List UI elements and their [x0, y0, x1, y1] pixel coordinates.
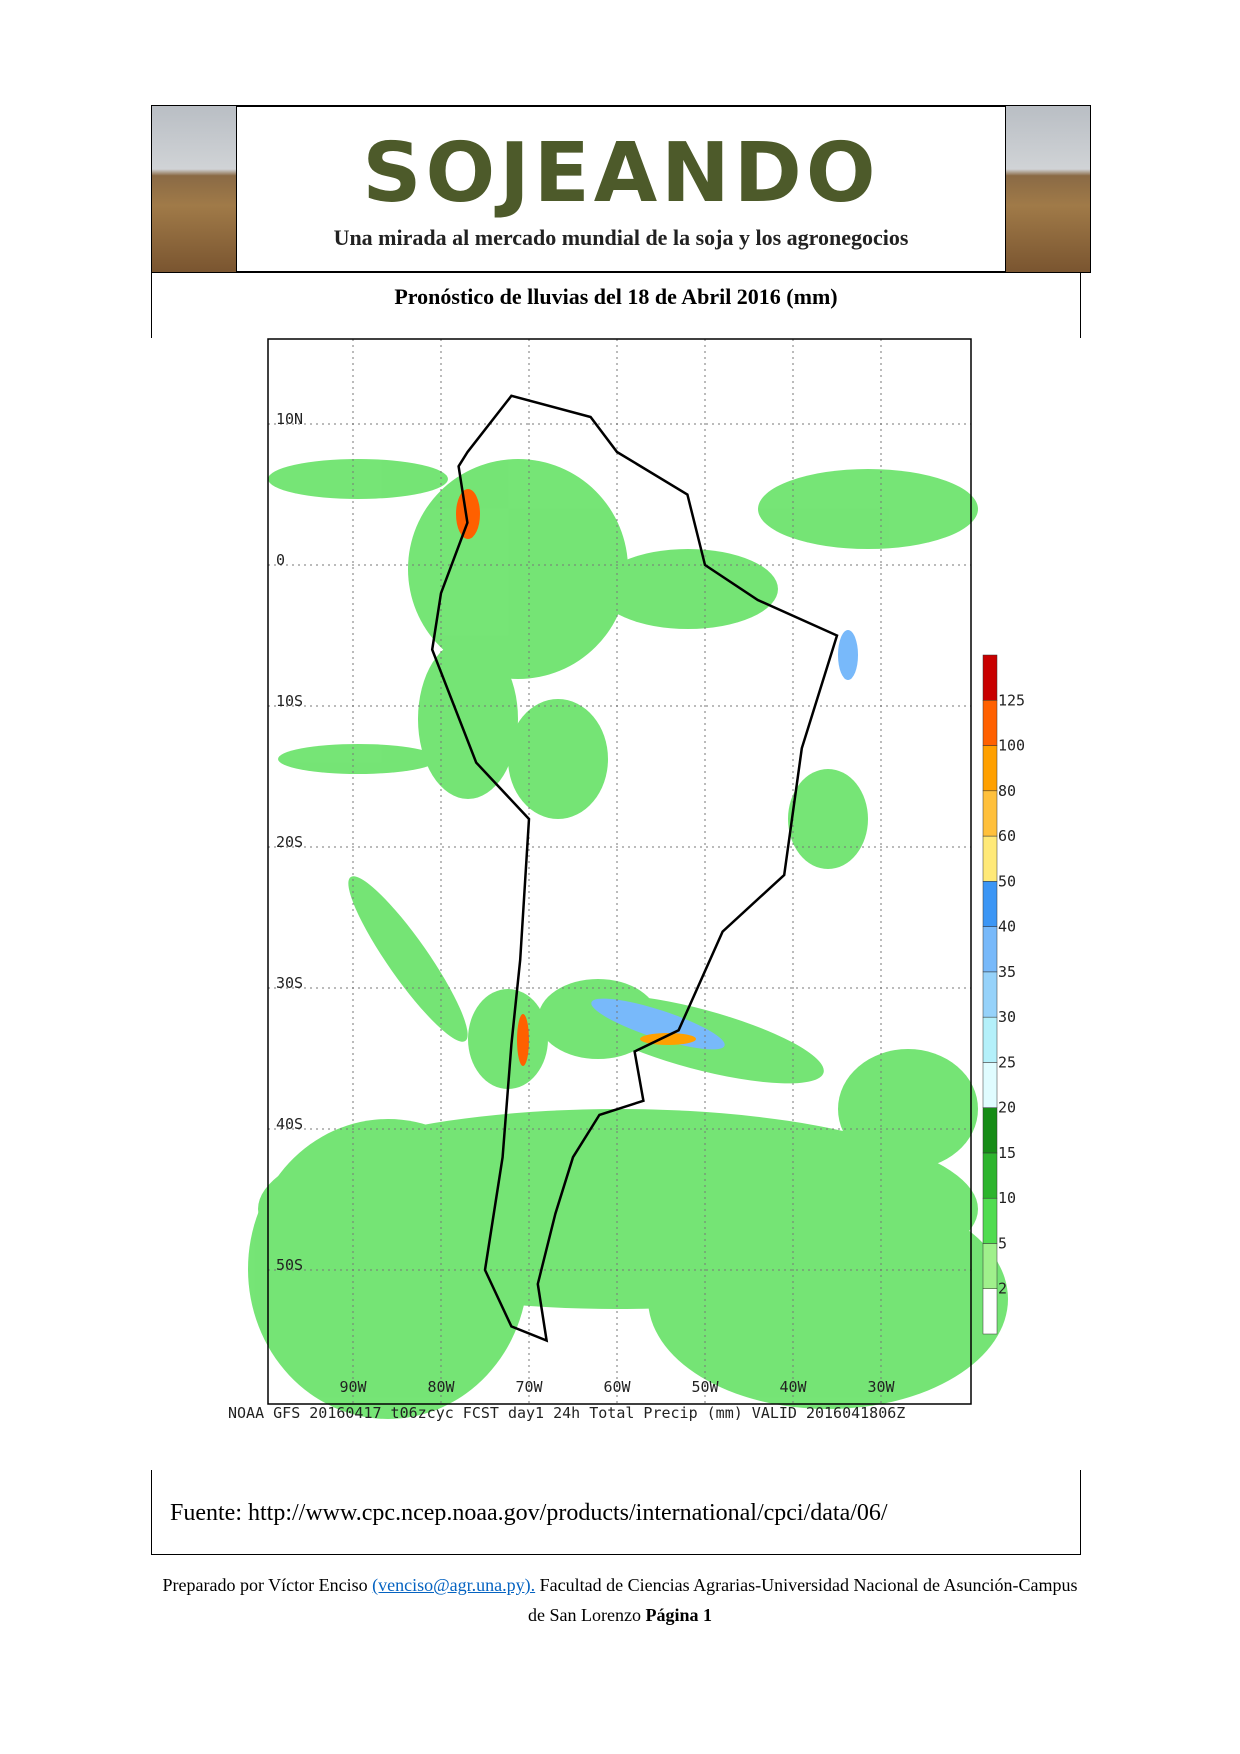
- lon-label: 90W: [339, 1378, 367, 1396]
- colorbar-label: 100: [998, 737, 1025, 755]
- lon-label: 80W: [427, 1378, 455, 1396]
- lon-label: 40W: [779, 1378, 807, 1396]
- colorbar-swatch: [982, 926, 998, 973]
- colorbar-label: 60: [998, 827, 1016, 845]
- lat-label: 50S: [276, 1256, 303, 1274]
- map-frame: [267, 338, 972, 1405]
- precip-heavy: [456, 489, 858, 1066]
- colorbar-label: 30: [998, 1008, 1016, 1026]
- graticule: 10N 0 10S 20S 30S 40S 50S 90W 80W 70W 60W 50W 40W 30W: [268, 339, 971, 1404]
- colorbar-swatch: [982, 700, 998, 746]
- colorbar-swatch: [982, 1016, 998, 1063]
- footer-prepared: Preparado por Víctor Enciso: [162, 1575, 368, 1595]
- lon-label: 60W: [603, 1378, 631, 1396]
- colorbar-swatch: [982, 1152, 998, 1199]
- precip-areas: [248, 459, 1008, 1419]
- colorbar-label: 15: [998, 1144, 1016, 1162]
- colorbar-label: 2: [998, 1280, 1007, 1298]
- coastline: [430, 394, 839, 1343]
- colorbar-label: 5: [998, 1234, 1007, 1252]
- lon-label: 30W: [867, 1378, 895, 1396]
- colorbar-label: 10: [998, 1189, 1016, 1207]
- lon-label: 70W: [515, 1378, 543, 1396]
- header-subtitle: Una mirada al mercado mundial de la soja…: [333, 225, 909, 250]
- colorbar-swatch: [982, 745, 998, 792]
- colorbar-label: 20: [998, 1099, 1016, 1117]
- map: 10N 0 10S 20S 30S 40S 50S 90W 80W 70W 60W 50W 40W 30W…: [228, 338, 1025, 1422]
- footer-institution: Facultad de Ciencias Agrarias-Universida…: [528, 1575, 1078, 1625]
- colorbar-label: 35: [998, 963, 1016, 981]
- header-title: SOJEANDO: [362, 126, 880, 221]
- header-image: [152, 106, 236, 272]
- footer: Preparado por Víctor Enciso (venciso@agr…: [160, 1570, 1080, 1630]
- lat-label: 40S: [276, 1115, 303, 1133]
- colorbar-swatch: [982, 835, 998, 882]
- map-caption: NOAA GFS 20160417 t06zcyc FCST day1 24h …: [228, 1404, 905, 1422]
- colorbar-swatch: [982, 1197, 998, 1244]
- lat-label: 10S: [276, 692, 303, 710]
- map-title: Pronóstico de lluvias del 18 de Abril 20…: [151, 272, 1081, 338]
- map-area: 10N 0 10S 20S 30S 40S 50S 90W 80W 70W 60W 50W 40W 30W: [248, 338, 1008, 1419]
- colorbar-swatch: [982, 1243, 998, 1289]
- source-box: Fuente: http://www.cpc.ncep.noaa.gov/pro…: [151, 1470, 1081, 1555]
- colorbar-label: 125: [998, 691, 1025, 709]
- colorbar-swatch: [982, 790, 998, 837]
- header-image: [1006, 106, 1090, 272]
- lat-label: 20S: [276, 833, 303, 851]
- colorbar-swatch: [982, 881, 998, 927]
- footer-email[interactable]: (venciso@agr.una.py).: [372, 1575, 536, 1595]
- colorbar-label: 40: [998, 918, 1016, 936]
- colorbar-label: 50: [998, 872, 1016, 890]
- footer-page: Página 1: [645, 1605, 712, 1625]
- logo: SOJEANDO Una mirada al mercado mundial d…: [236, 106, 1006, 272]
- header: SOJEANDO Una mirada al mercado mundial d…: [151, 105, 1091, 273]
- colorbar-swatch: [982, 1062, 998, 1108]
- source: Fuente: http://www.cpc.ncep.noaa.gov/pro…: [170, 1500, 888, 1526]
- lat-label: 0: [276, 551, 285, 569]
- colorbar-swatch: [982, 971, 998, 1018]
- colorbar-label: 25: [998, 1053, 1016, 1071]
- colorbar-swatch: [982, 1107, 998, 1154]
- lat-label: 30S: [276, 974, 303, 992]
- colorbar-swatch: [982, 654, 998, 701]
- colorbar-swatch: [982, 1288, 998, 1335]
- colorbar-label: 80: [998, 782, 1016, 800]
- lat-label: 10N: [276, 410, 303, 428]
- lon-label: 50W: [691, 1378, 719, 1396]
